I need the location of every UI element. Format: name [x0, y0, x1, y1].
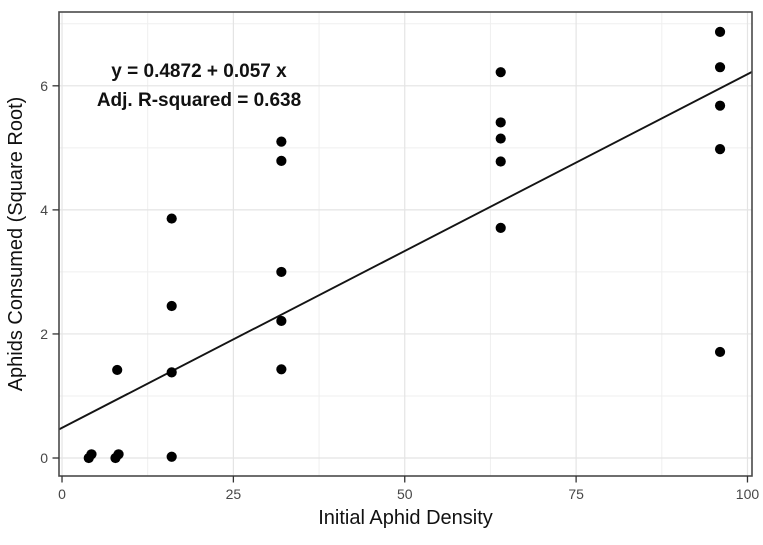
scatter-point	[112, 364, 123, 376]
adj-r-squared-label: Adj. R-squared = 0.638	[97, 90, 301, 111]
scatter-point	[495, 117, 506, 128]
scatter-point	[495, 133, 506, 144]
scatter-point	[495, 222, 506, 233]
scatter-point	[714, 62, 726, 73]
scatter-point	[714, 143, 726, 155]
y-tick-label: 0	[40, 450, 48, 466]
scatter-point	[113, 449, 124, 460]
scatter-point	[166, 300, 177, 312]
gridlines-layer	[59, 12, 752, 476]
scatter-point	[495, 67, 506, 78]
x-tick-label: 0	[58, 486, 66, 502]
y-tick-label: 6	[40, 78, 48, 94]
data-layer	[58, 26, 753, 464]
x-axis-title: Initial Aphid Density	[318, 507, 493, 529]
scatter-point	[166, 213, 177, 224]
regression-equation-label: y = 0.4872 + 0.057 x	[111, 61, 287, 82]
x-tick-label: 100	[736, 486, 760, 502]
scatter-point	[276, 315, 287, 327]
scatter-point	[276, 266, 287, 278]
x-tick-label: 50	[397, 486, 413, 502]
scatter-point	[166, 367, 177, 378]
scatter-point	[276, 364, 287, 375]
panel-border	[58, 11, 753, 477]
scatter-point	[166, 451, 177, 462]
scatter-point	[276, 136, 287, 147]
y-tick-label: 4	[40, 202, 48, 218]
y-axis-title: Aphids Consumed (Square Root)	[5, 97, 27, 392]
scatter-point	[495, 156, 506, 167]
x-tick-label: 75	[568, 486, 584, 502]
scatter-point	[276, 155, 287, 166]
scatter-point	[714, 100, 726, 111]
scatter-point	[714, 346, 726, 358]
scatter-point	[86, 449, 97, 460]
scatter-point	[714, 26, 726, 37]
x-tick-label: 25	[226, 486, 242, 502]
y-tick-label: 2	[40, 326, 48, 342]
axis-layer: 0 25 50 75 100 0 2 4 6	[40, 78, 759, 502]
regression-line	[58, 71, 753, 431]
